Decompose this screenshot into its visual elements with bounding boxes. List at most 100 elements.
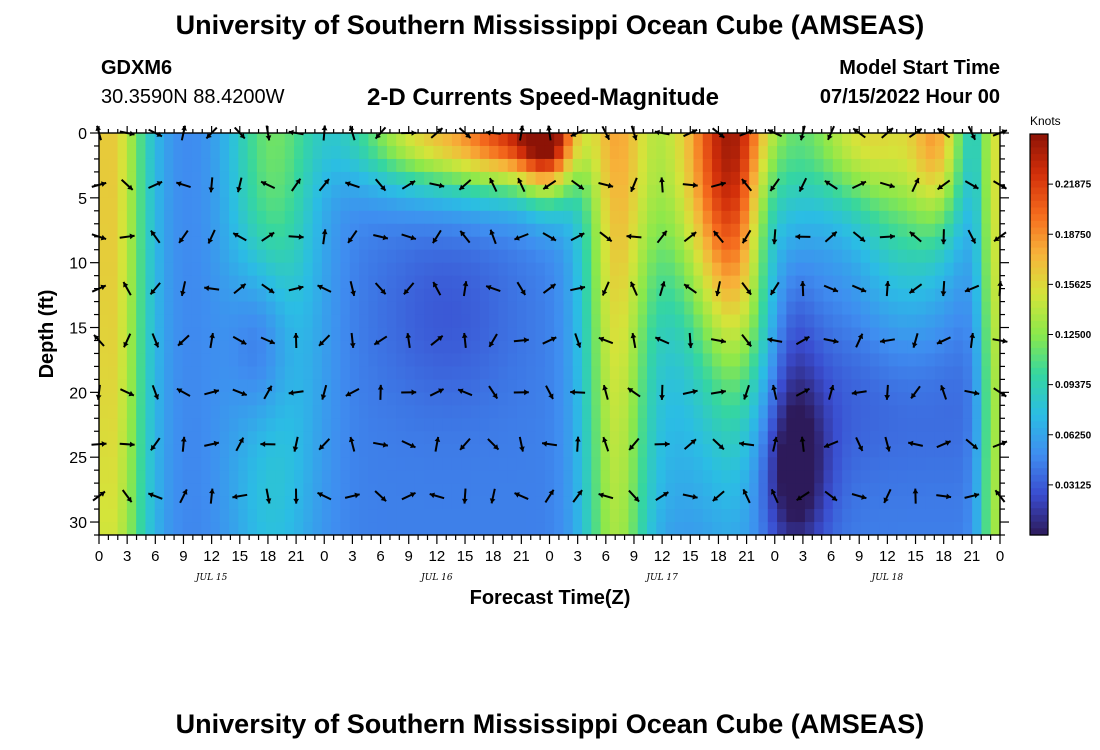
heatmap-cell <box>777 522 787 535</box>
heatmap-cell <box>721 483 732 497</box>
heatmap-cell <box>238 366 249 380</box>
heatmap-cell <box>386 444 397 458</box>
heatmap-cell <box>897 340 908 355</box>
current-arrow <box>940 281 947 297</box>
heatmap-cell <box>749 171 760 186</box>
heatmap-cell <box>832 379 843 393</box>
heatmap-cell <box>563 184 574 199</box>
heatmap-cell <box>340 379 351 393</box>
heatmap-cell <box>386 210 397 225</box>
heatmap-cell <box>944 262 955 277</box>
current-arrow <box>907 440 924 447</box>
heatmap-cell <box>888 171 899 186</box>
heatmap-cell <box>804 171 815 186</box>
heatmap-cell <box>879 431 890 445</box>
heatmap-cell <box>795 158 806 173</box>
heatmap-cell <box>925 145 936 160</box>
heatmap-cell <box>934 210 945 225</box>
heatmap-cell <box>489 171 500 186</box>
heatmap-cell <box>962 418 973 432</box>
heatmap-cell <box>934 249 945 264</box>
heatmap-cell <box>712 236 722 251</box>
heatmap-cell <box>498 184 509 199</box>
heatmap-cell <box>647 431 657 445</box>
heatmap-cell <box>219 340 230 355</box>
heatmap-cell <box>600 262 611 277</box>
heatmap-cell <box>897 418 908 432</box>
heatmap-cell <box>582 327 592 342</box>
heatmap-cell <box>619 249 630 264</box>
heatmap-cell <box>210 158 221 173</box>
current-arrow <box>798 177 808 193</box>
heatmap-cell <box>656 444 667 458</box>
heatmap-cell <box>275 340 286 355</box>
heatmap-cell <box>944 236 955 251</box>
heatmap-cell <box>340 262 351 277</box>
heatmap-cell <box>117 379 128 393</box>
heatmap-cell <box>238 483 249 497</box>
current-arrow <box>908 283 923 294</box>
heatmap-cell <box>972 301 983 316</box>
heatmap-cell <box>804 444 815 458</box>
current-arrow <box>373 335 388 346</box>
heatmap-cell <box>498 288 509 303</box>
heatmap-cell <box>368 158 379 173</box>
heatmap-cell <box>266 262 277 277</box>
heatmap-cell <box>340 236 351 251</box>
heatmap-cell <box>256 236 267 251</box>
heatmap-cell <box>869 171 880 186</box>
heatmap-cell <box>860 327 871 342</box>
heatmap-cell <box>108 431 119 445</box>
heatmap-cell <box>879 483 890 497</box>
heatmap-cell <box>907 405 917 419</box>
heatmap-cell <box>498 249 509 264</box>
heatmap-cell <box>470 470 481 484</box>
heatmap-cell <box>377 431 388 445</box>
heatmap-cell <box>684 379 695 393</box>
heatmap-cell <box>340 522 351 535</box>
current-arrow <box>851 180 867 190</box>
heatmap-cell <box>507 470 518 484</box>
heatmap-cell <box>721 210 732 225</box>
heatmap-cell <box>526 392 537 406</box>
heatmap-cell <box>990 223 1000 238</box>
heatmap-cell <box>674 275 685 290</box>
current-arrow <box>682 493 698 500</box>
current-arrow <box>374 490 387 502</box>
heatmap-cell <box>758 158 769 173</box>
heatmap-cell <box>869 444 880 458</box>
heatmap-cell <box>823 145 834 160</box>
heatmap-cell <box>665 483 676 497</box>
heatmap-cell <box>396 197 407 212</box>
heatmap-cell <box>303 314 314 329</box>
colorbar-band <box>1030 287 1048 295</box>
heatmap-cell <box>201 288 212 303</box>
heatmap-cell <box>117 483 128 497</box>
heatmap-cell <box>191 457 202 471</box>
heatmap-cell <box>953 483 964 497</box>
heatmap-cell <box>693 145 704 160</box>
current-arrow <box>462 281 469 297</box>
heatmap-cell <box>359 340 369 355</box>
heatmap-cell <box>609 197 620 212</box>
heatmap-cell <box>136 133 147 147</box>
heatmap-cell <box>554 405 565 419</box>
heatmap-cell <box>294 444 304 458</box>
current-arrow <box>575 436 581 452</box>
heatmap-cell <box>860 496 871 510</box>
heatmap-cell <box>869 509 880 523</box>
heatmap-cell <box>749 353 760 368</box>
heatmap-cell <box>990 418 1000 432</box>
heatmap-cell <box>284 496 295 510</box>
heatmap-cell <box>916 223 927 238</box>
heatmap-cell <box>136 314 147 329</box>
current-arrow <box>767 337 783 343</box>
heatmap-cell <box>591 496 602 510</box>
heatmap-cell <box>182 158 193 173</box>
heatmap-cell <box>451 133 462 147</box>
heatmap-cell <box>990 522 1000 535</box>
heatmap-cell <box>609 366 620 380</box>
heatmap-cell <box>842 314 852 329</box>
heatmap-cell <box>377 405 388 419</box>
heatmap-cell <box>247 379 258 393</box>
